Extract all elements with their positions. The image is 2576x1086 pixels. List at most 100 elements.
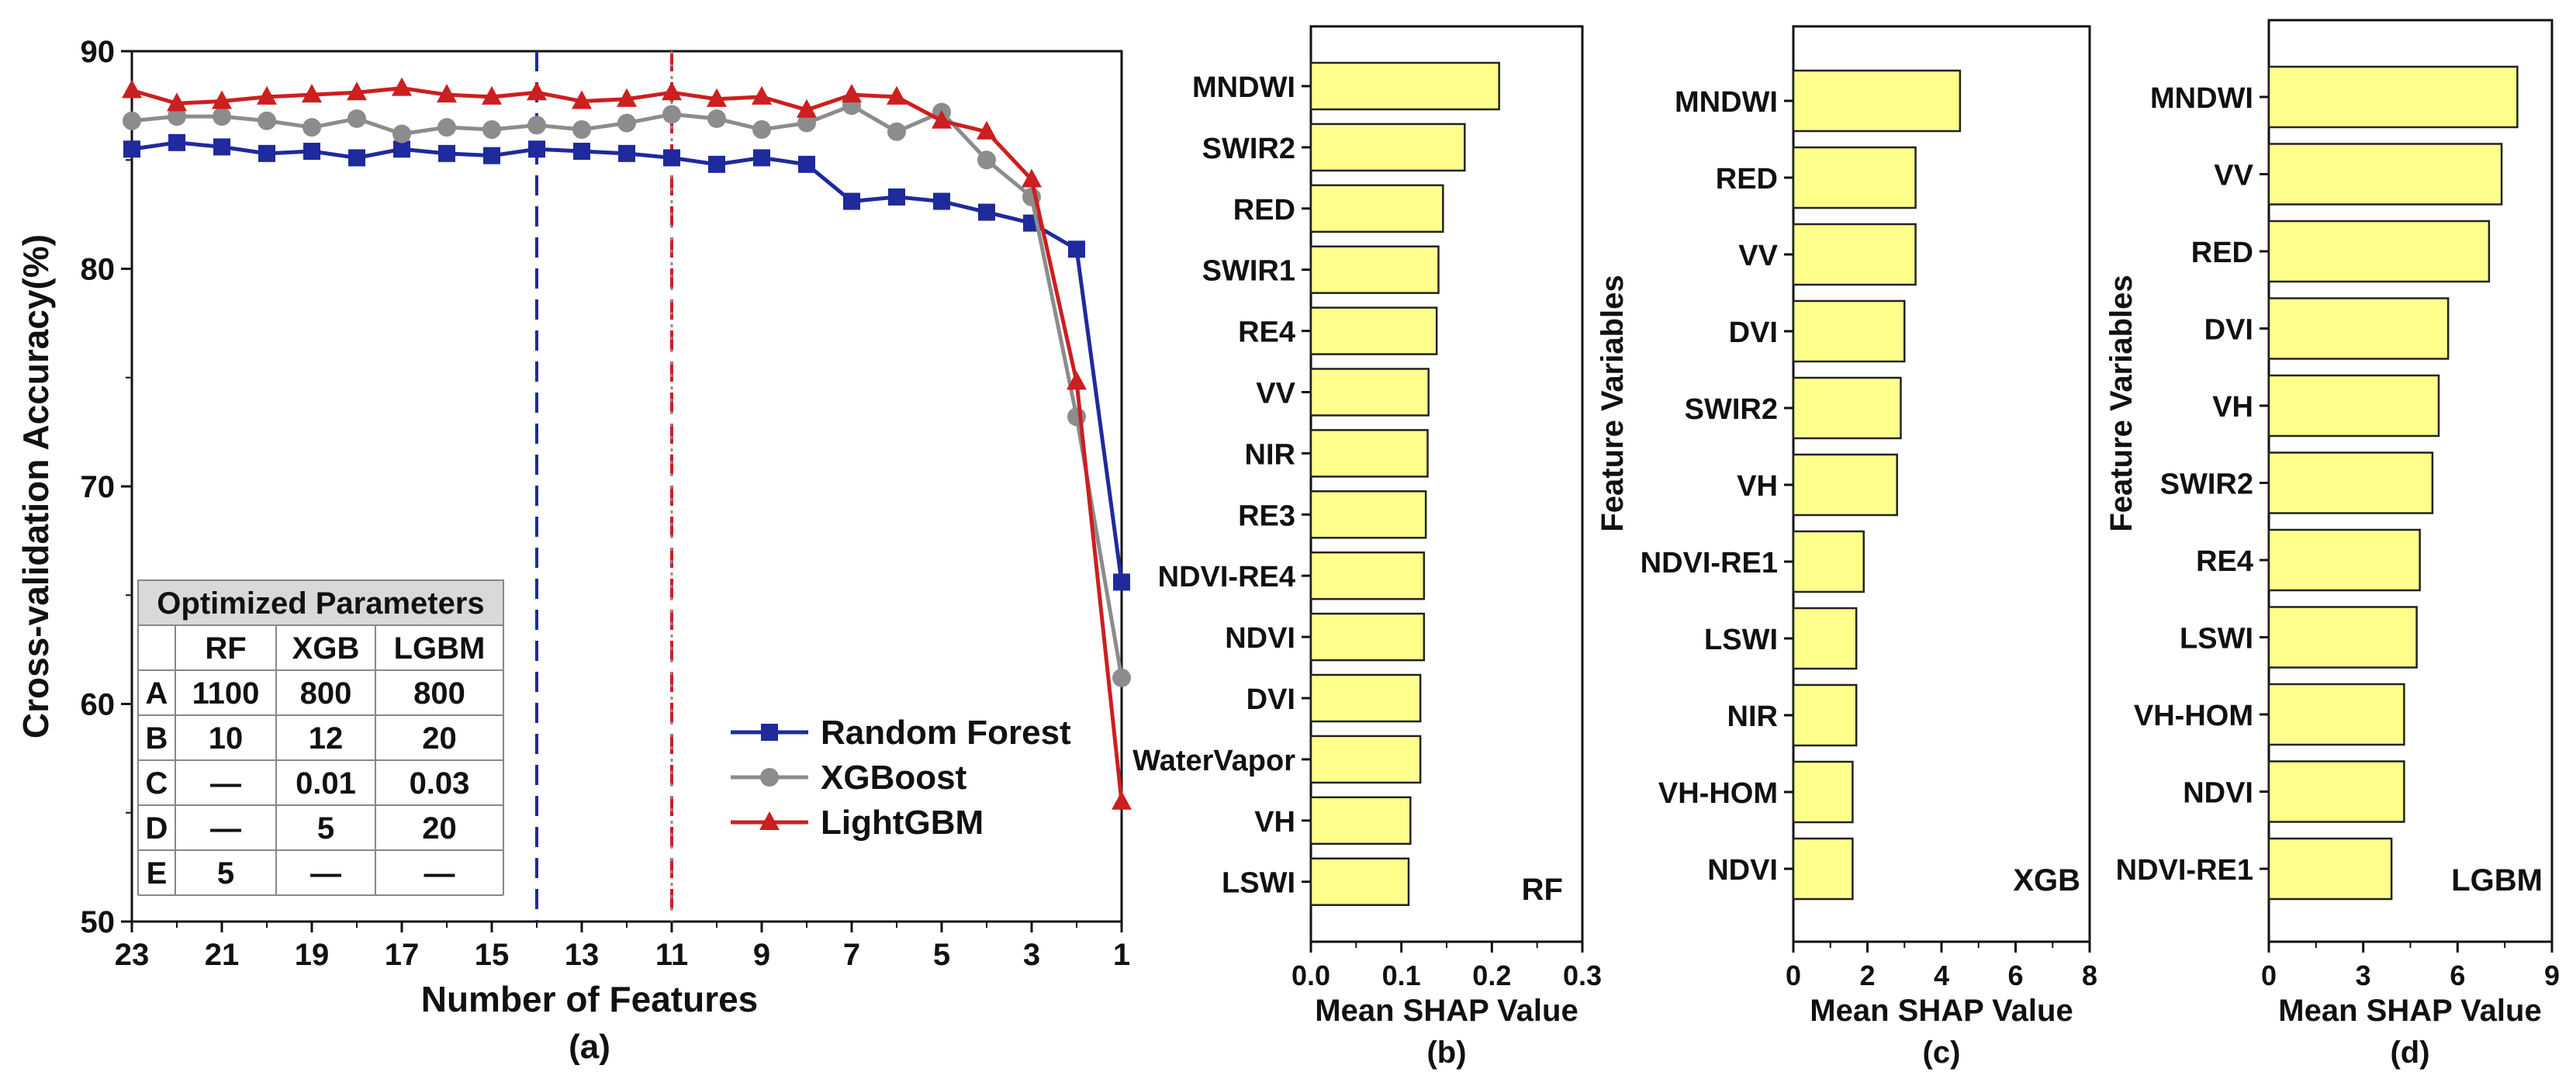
y-tick-label-ndvi: NDVI (1707, 854, 1778, 887)
data-point-random-forest (528, 140, 545, 158)
panel-a-caption: (a) (569, 1028, 610, 1066)
data-point-lightgbm (797, 99, 817, 118)
data-point-random-forest (1068, 240, 1085, 258)
data-point-xgboost (482, 119, 501, 139)
data-point-lightgbm (392, 77, 412, 96)
bar-swir2 (1309, 123, 1466, 172)
bar-watervapor (1309, 735, 1422, 784)
bar-lswi (1792, 607, 1858, 670)
data-point-lightgbm (887, 85, 907, 105)
table-cell: 0.01 (296, 766, 356, 801)
bar-vh-hom (2267, 683, 2405, 746)
bar-vh (2267, 374, 2440, 438)
data-point-xgboost (707, 109, 726, 128)
data-point-xgboost (437, 118, 456, 137)
y-tick-label-mndwi: MNDWI (1192, 71, 1295, 104)
y-tick-label-dvi: DVI (2204, 314, 2253, 347)
data-point-lightgbm (167, 92, 187, 112)
data-point-xgboost (123, 111, 141, 130)
y-tick-label-watervapor: WaterVapor (1132, 745, 1295, 777)
data-point-lightgbm (932, 109, 952, 129)
y-tick-label-mndwi: MNDWI (2150, 82, 2253, 115)
panel-c-caption: (c) (1923, 1036, 1961, 1070)
data-point-xgboost (797, 113, 816, 133)
y-tick-label-vv: VV (1738, 240, 1778, 272)
table-header-cell: XGB (292, 631, 360, 666)
y-tick-label-vh: VH (1254, 806, 1295, 839)
legend-label-random-forest: Random Forest (821, 714, 1071, 752)
data-point-lightgbm (572, 90, 592, 109)
data-point-lightgbm (212, 90, 232, 109)
table-cell: 5 (217, 856, 234, 891)
panel-a-x-tick-label: 23 (115, 938, 150, 972)
table-cell: — (210, 811, 241, 846)
bar-vv (1309, 368, 1430, 417)
legend-label-lightgbm: LightGBM (821, 804, 984, 842)
data-point-xgboost (662, 105, 681, 124)
data-point-xgboost (752, 119, 771, 139)
bar-dvi (1309, 673, 1422, 723)
data-point-random-forest (888, 188, 905, 206)
table-cell: 10 (209, 721, 244, 756)
y-tick-label-ndvi: NDVI (2183, 777, 2253, 810)
bar-dvi (2267, 297, 2450, 360)
y-tick-label-mndwi: MNDWI (1675, 86, 1778, 119)
panel-c-y-axis-label: Feature Variables (1596, 275, 1630, 531)
bar-ndvi-re1 (1792, 530, 1865, 593)
data-point-lightgbm (257, 85, 277, 105)
table-header-cell: LGBM (394, 631, 486, 666)
bar-vv (2267, 143, 2503, 206)
panel-b-caption: (b) (1426, 1036, 1466, 1070)
bar-lswi (1309, 857, 1410, 906)
bar-re3 (1309, 490, 1427, 539)
panel-a-x-tick-label: 19 (295, 938, 330, 972)
panel-a-plot-frame (130, 50, 1123, 923)
bar-swir1 (1309, 245, 1440, 294)
x-tick-label: 6 (2007, 960, 2023, 991)
data-point-random-forest (798, 155, 815, 173)
bar-swir2 (2267, 451, 2434, 514)
table-cell: 20 (422, 721, 457, 756)
y-tick-label-red: RED (2191, 237, 2253, 269)
data-point-xgboost (1112, 668, 1131, 687)
y-tick-label-ndvi: NDVI (1225, 622, 1295, 655)
data-point-lightgbm (977, 120, 997, 140)
table-cell: — (310, 856, 341, 891)
data-point-random-forest (978, 203, 995, 221)
panel-a-y-axis-label: Cross-validation Accuracy(%) (16, 234, 56, 738)
data-point-random-forest (618, 144, 635, 162)
panel-a-x-tick-label: 17 (385, 938, 420, 972)
bar-ndvi (2267, 760, 2405, 823)
bar-ndvi (1309, 612, 1426, 662)
y-tick-label-vv: VV (1256, 378, 1295, 410)
panel-d-caption: (d) (2390, 1036, 2429, 1070)
table-cell: E (147, 856, 168, 891)
bar-vh (1309, 796, 1412, 846)
panel-b-model-tag: RF (1522, 873, 1563, 907)
table-cell: 12 (309, 721, 344, 756)
y-tick-label-lswi: LSWI (1222, 867, 1295, 900)
y-tick-label-red: RED (1716, 163, 1778, 195)
panel-d-x-axis-label: Mean SHAP Value (2278, 994, 2541, 1028)
y-tick-label-re3: RE3 (1238, 500, 1295, 532)
data-point-xgboost (977, 150, 996, 170)
bar-dvi (1792, 299, 1906, 363)
table-cell: A (146, 676, 168, 711)
y-tick-label-dvi: DVI (1729, 316, 1778, 349)
bar-vh-hom (1792, 760, 1854, 824)
data-point-lightgbm (752, 85, 772, 105)
x-tick-label: 0.1 (1382, 960, 1421, 991)
y-tick-label-lswi: LSWI (2180, 623, 2253, 655)
data-point-random-forest (168, 133, 185, 151)
table-cell: 20 (422, 811, 457, 846)
y-tick-label-lswi: LSWI (1704, 624, 1778, 656)
panel-a-x-tick-label: 3 (1023, 938, 1040, 972)
data-point-lightgbm (437, 84, 457, 103)
panel-a-y-tick-label: 60 (81, 688, 116, 722)
bar-ndvi-re1 (2267, 837, 2393, 901)
data-point-random-forest (843, 192, 860, 210)
data-point-random-forest (438, 144, 455, 162)
panel-c-x-axis-label: Mean SHAP Value (1810, 994, 2073, 1028)
data-point-xgboost (617, 113, 636, 133)
data-point-xgboost (887, 122, 906, 141)
